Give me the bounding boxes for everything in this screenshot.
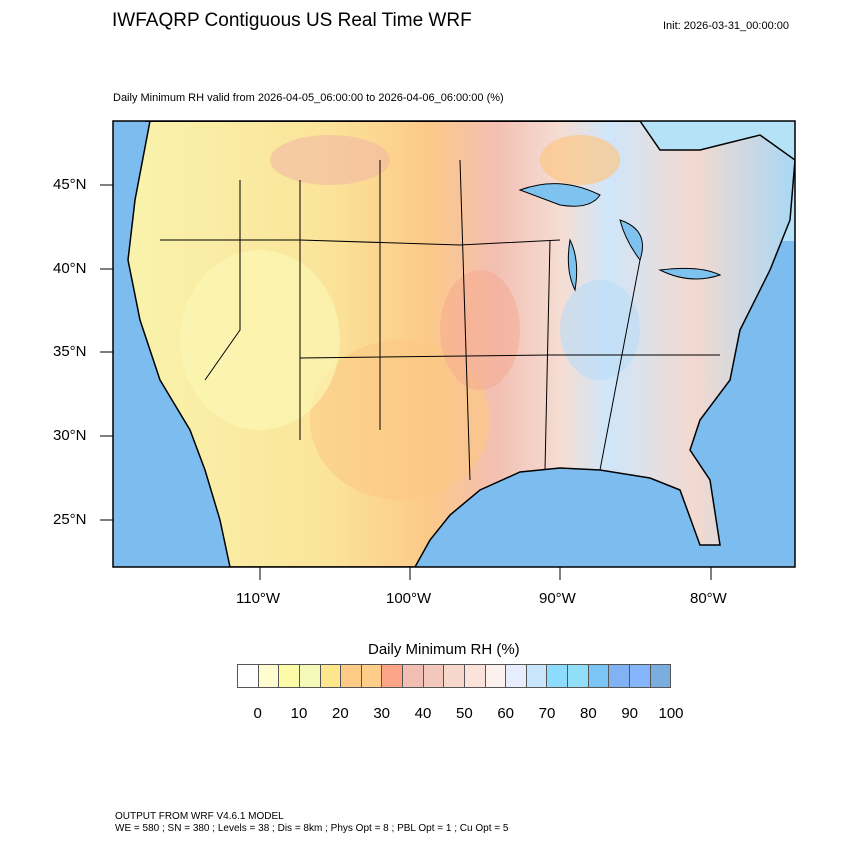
lon-label: 90°W: [539, 590, 576, 607]
lat-label: 35°N: [53, 343, 87, 360]
colorbar-box: [299, 665, 321, 687]
lat-ticks: [100, 184, 712, 580]
colorbar-box: [568, 665, 589, 687]
state-borders: [145, 121, 720, 481]
colorbar-label: 50: [455, 705, 473, 722]
colorbar-box: [485, 665, 507, 687]
colorbar-label: 20: [331, 705, 349, 722]
colorbar-box: [361, 665, 383, 687]
colorbar-box: [238, 665, 259, 687]
colorbar-label: 30: [373, 705, 390, 722]
colorbar-title: Daily Minimum RH (%): [368, 641, 520, 658]
lat-label: 25°N: [53, 511, 87, 528]
colorbar-label: 80: [579, 705, 597, 722]
footer-model: OUTPUT FROM WRF V4.6.1 MODEL: [115, 811, 284, 822]
colorbar-box: [650, 665, 671, 687]
plot-subtitle: Daily Minimum RH valid from 2026-04-05_0…: [113, 92, 504, 104]
colorbar-label: 10: [290, 705, 308, 722]
colorbar-box: [279, 665, 300, 687]
lat-label: 40°N: [53, 260, 87, 277]
great-lakes: [518, 183, 722, 292]
init-time: Init: 2026-03-31_00:00:00: [663, 20, 789, 32]
colorbar-box: [320, 665, 342, 687]
colorbar-box: [341, 665, 362, 687]
colorbar-box: [258, 665, 280, 687]
colorbar-box: [526, 665, 548, 687]
colorbar-box: [547, 665, 568, 687]
colorbar-box: [588, 665, 610, 687]
colorbar-box: [609, 665, 630, 687]
colorbar-label: 90: [621, 705, 638, 722]
colorbar-box: [629, 665, 651, 687]
lon-label: 110°W: [236, 590, 281, 607]
colorbar-label: 100: [658, 705, 684, 722]
lon-label: 80°W: [690, 590, 727, 607]
footer-params: WE = 580 ; SN = 380 ; Levels = 38 ; Dis …: [115, 823, 509, 834]
colorbar-box: [423, 665, 445, 687]
colorbar-label: 70: [538, 705, 556, 722]
colorbar-box: [403, 665, 424, 687]
colorbar-box: [382, 665, 403, 687]
plot-title: IWFAQRP Contiguous US Real Time WRF: [112, 10, 472, 31]
colorbar-box: [444, 665, 465, 687]
colorbar-label: 0: [253, 705, 262, 722]
lon-label: 100°W: [386, 590, 432, 607]
lat-label: 30°N: [53, 427, 87, 444]
colorbar-box: [464, 665, 486, 687]
colorbar: [237, 664, 671, 688]
lat-label: 45°N: [53, 176, 87, 193]
colorbar-label: 60: [497, 705, 514, 722]
colorbar-label: 40: [414, 705, 432, 722]
colorbar-box: [506, 665, 527, 687]
